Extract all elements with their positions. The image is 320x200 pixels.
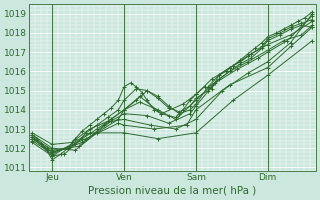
X-axis label: Pression niveau de la mer( hPa ): Pression niveau de la mer( hPa ) — [88, 186, 256, 196]
